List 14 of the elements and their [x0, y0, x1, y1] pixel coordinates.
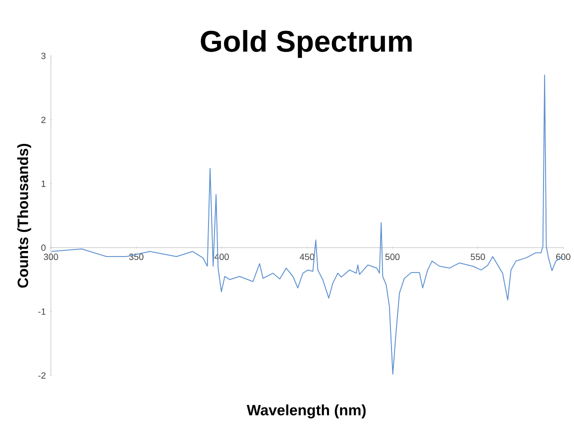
x-axis-title: Wavelength (nm): [246, 404, 366, 418]
y-tick-label: 2: [41, 116, 46, 123]
x-tick-label: 300: [44, 253, 58, 260]
y-tick-label: 1: [42, 180, 46, 187]
y-tick-label: 3: [41, 52, 46, 59]
x-tick-label: 550: [470, 253, 485, 260]
y-tick-label: -2: [38, 372, 46, 378]
x-tick-label: 500: [385, 253, 400, 260]
chart-title: Gold Spectrum: [200, 30, 412, 58]
x-tick-label: 600: [556, 253, 570, 260]
y-tick-label: -1: [38, 308, 46, 314]
y-axis-title: Counts (Thousands): [17, 144, 32, 288]
y-tick-label: 0: [41, 244, 46, 251]
x-tick-label: 450: [300, 253, 314, 260]
